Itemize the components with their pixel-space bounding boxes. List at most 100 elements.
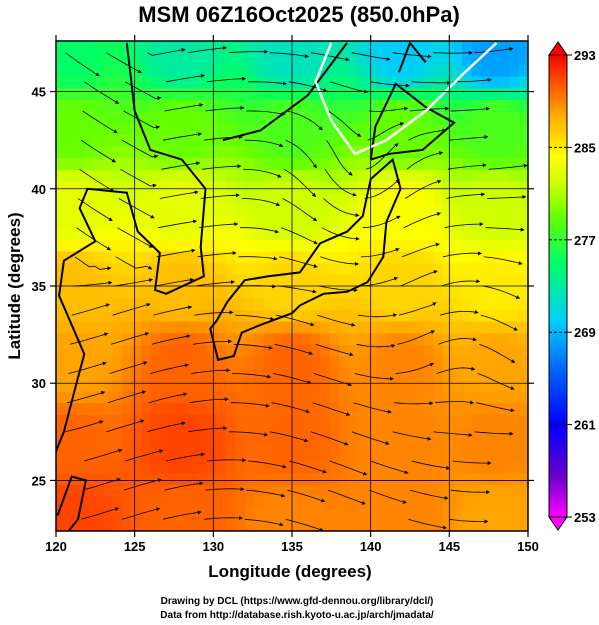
heat-cell bbox=[414, 426, 425, 439]
heat-cell bbox=[292, 321, 302, 334]
heat-cell bbox=[367, 239, 378, 252]
heat-cell bbox=[480, 391, 491, 404]
heat-cell bbox=[141, 332, 151, 345]
heat-cell bbox=[499, 309, 510, 322]
heat-cell bbox=[122, 227, 133, 240]
heat-cell bbox=[443, 519, 453, 531]
heat-cell bbox=[301, 344, 312, 357]
heat-cell bbox=[339, 391, 350, 404]
heat-cell bbox=[235, 321, 246, 334]
heat-cell bbox=[141, 496, 151, 509]
heat-cell bbox=[528, 473, 538, 485]
heat-cell bbox=[263, 496, 274, 509]
heat-cell bbox=[499, 461, 510, 474]
heat-cell bbox=[197, 87, 208, 100]
heat-cell bbox=[395, 286, 406, 299]
heat-cell bbox=[461, 76, 472, 89]
heat-cell bbox=[244, 309, 255, 322]
heat-cell bbox=[178, 297, 189, 310]
heat-cell bbox=[329, 111, 340, 124]
heat-cell bbox=[216, 297, 227, 310]
wind-streamline bbox=[282, 198, 318, 222]
heat-cell bbox=[263, 134, 274, 147]
heat-cell bbox=[169, 157, 180, 170]
heat-cell bbox=[273, 181, 284, 194]
heat-cell bbox=[216, 449, 227, 462]
heat-cell bbox=[112, 344, 123, 357]
heat-cell bbox=[490, 379, 501, 392]
heat-cell bbox=[169, 344, 180, 357]
heat-cell bbox=[103, 239, 114, 252]
heat-cell bbox=[141, 52, 151, 65]
heat-cell bbox=[499, 507, 510, 520]
heat-cell bbox=[329, 87, 340, 100]
wind-streamline bbox=[409, 489, 449, 500]
heat-cell bbox=[310, 332, 321, 345]
heat-cell bbox=[461, 496, 472, 509]
heat-cell bbox=[452, 52, 463, 65]
heat-cell bbox=[84, 134, 95, 147]
heat-cell bbox=[471, 76, 482, 89]
heat-cell bbox=[509, 507, 520, 520]
heat-cell bbox=[169, 449, 180, 462]
heat-cell bbox=[197, 122, 208, 135]
heat-cell bbox=[443, 461, 453, 474]
heat-cell bbox=[273, 192, 284, 205]
heat-cell bbox=[414, 157, 425, 170]
heat-cell bbox=[518, 122, 528, 135]
heat-cell bbox=[377, 344, 387, 357]
heat-cell bbox=[424, 309, 435, 322]
heat-cell bbox=[235, 286, 246, 299]
heat-cell bbox=[122, 262, 133, 275]
heat-cell bbox=[159, 87, 170, 100]
heat-cell bbox=[103, 309, 114, 322]
coastline bbox=[398, 41, 427, 73]
heat-cell bbox=[433, 519, 444, 531]
heat-cell bbox=[93, 332, 104, 345]
heat-cell bbox=[74, 356, 85, 369]
y-tick-label: 25 bbox=[32, 473, 46, 488]
heat-cell bbox=[141, 111, 151, 124]
heat-cell bbox=[339, 99, 350, 112]
heat-cell bbox=[65, 461, 76, 474]
heat-cell bbox=[499, 239, 510, 252]
heat-cell bbox=[150, 344, 161, 357]
heat-cell bbox=[509, 332, 520, 345]
heat-cell bbox=[414, 484, 425, 497]
heat-cell bbox=[56, 262, 66, 275]
heat-cell bbox=[112, 437, 123, 450]
heat-cell bbox=[386, 216, 397, 229]
heat-cell bbox=[443, 216, 453, 229]
heat-cell bbox=[159, 64, 170, 77]
heat-cell bbox=[273, 227, 284, 240]
heat-cell bbox=[225, 496, 236, 509]
heat-cell bbox=[320, 262, 331, 275]
heat-cell bbox=[490, 52, 501, 65]
heat-cell bbox=[301, 379, 312, 392]
heat-cell bbox=[377, 192, 387, 205]
heat-cell bbox=[414, 391, 425, 404]
heat-cell bbox=[273, 484, 284, 497]
heat-cell bbox=[414, 344, 425, 357]
heat-cell bbox=[424, 286, 435, 299]
heat-cell bbox=[112, 52, 123, 65]
heat-cell bbox=[207, 426, 217, 439]
heat-cell bbox=[112, 484, 123, 497]
heat-cell bbox=[273, 356, 284, 369]
heat-cell bbox=[244, 181, 255, 194]
wind-streamline bbox=[68, 361, 107, 374]
heat-cell bbox=[301, 472, 312, 485]
heat-cell bbox=[395, 484, 406, 497]
heat-cell bbox=[358, 332, 369, 345]
wind-streamline bbox=[315, 343, 354, 357]
heat-cell bbox=[452, 262, 463, 275]
heat-cell bbox=[386, 344, 397, 357]
heat-cell bbox=[235, 414, 246, 427]
heat-cell bbox=[56, 356, 66, 369]
heat-cell bbox=[207, 251, 217, 264]
heat-cell bbox=[216, 227, 227, 240]
heat-cell bbox=[367, 286, 378, 299]
heat-cell bbox=[141, 367, 151, 380]
heat-cell bbox=[292, 76, 302, 89]
heat-cell bbox=[56, 87, 66, 100]
